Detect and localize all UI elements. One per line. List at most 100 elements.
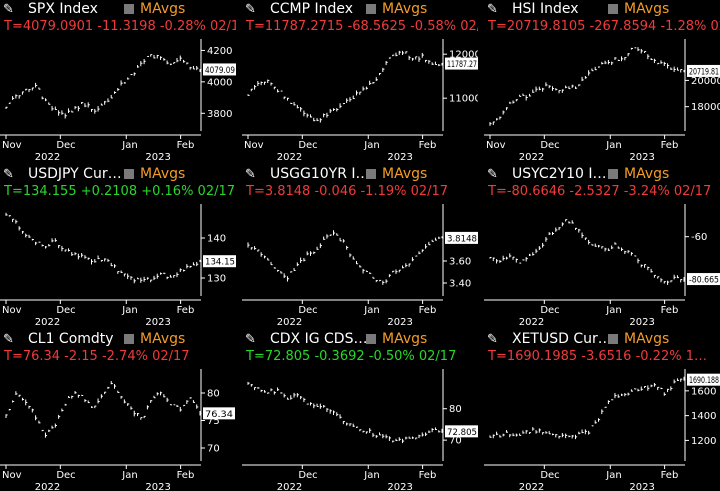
price-chart[interactable]: 140 130 Nov Dec Jan Feb 2022 2023 134.15	[0, 202, 236, 326]
pencil-icon[interactable]: ✎	[3, 332, 14, 347]
mavgs-label[interactable]: MAvgs	[382, 166, 428, 182]
year-label: 2023	[387, 482, 412, 491]
chart-panel[interactable]: ✎ HSI Index MAvgs T=20719.8105 -267.8594 -1…	[484, 0, 720, 161]
mavgs-toggle-icon[interactable]	[608, 334, 618, 344]
pencil-icon[interactable]: ✎	[3, 167, 14, 182]
pencil-icon[interactable]: ✎	[487, 167, 498, 182]
x-tick-label: Dec	[298, 140, 317, 151]
x-tick-label: Nov	[486, 140, 506, 151]
x-tick-label: Dec	[56, 470, 75, 481]
security-title[interactable]: XETUSD Cur…	[512, 331, 612, 347]
security-title[interactable]: CDX IG CDS…	[270, 331, 368, 347]
pencil-icon[interactable]: ✎	[245, 2, 256, 17]
last-price-box	[687, 64, 720, 77]
x-tick-label: Feb	[177, 470, 195, 481]
mavgs-toggle-icon[interactable]	[366, 334, 376, 344]
security-title[interactable]: CCMP Index	[270, 1, 354, 17]
mavgs-toggle-icon[interactable]	[124, 4, 134, 14]
price-chart[interactable]: 80 75 70 Nov Dec Jan Feb 2022 2023 76.34	[0, 367, 236, 491]
last-price-box	[445, 425, 478, 438]
price-chart[interactable]: 80 70 Dec Jan Feb 2022 2023 72.805	[242, 367, 478, 491]
mavgs-toggle-icon[interactable]	[366, 4, 376, 14]
x-tick-label: Feb	[419, 470, 437, 481]
x-tick-label: Feb	[419, 140, 437, 151]
last-price-label: 3.8148	[447, 234, 477, 244]
year-label: 2023	[145, 482, 170, 491]
mavgs-toggle-icon[interactable]	[124, 169, 134, 179]
x-tick-label: Jan	[363, 470, 379, 481]
price-series	[489, 47, 686, 126]
price-series	[247, 381, 444, 444]
pencil-icon[interactable]: ✎	[245, 332, 256, 347]
y-tick-label: 12000	[449, 50, 478, 61]
price-quote: T=11787.2715 -68.5625 -0.58% 02/17	[246, 19, 478, 34]
chart-panel[interactable]: ✎ SPX Index MAvgs T=4079.0901 -11.3198 -0.2…	[0, 0, 236, 161]
mavgs-label[interactable]: MAvgs	[624, 1, 670, 17]
chart-panel[interactable]: ✎ CL1 Comdty MAvgs T=76.34 -2.15 -2.74% 02/…	[0, 330, 236, 491]
mavgs-toggle-icon[interactable]	[366, 169, 376, 179]
x-tick-label: Jan	[605, 140, 621, 151]
chart-panel[interactable]: ✎ USYC2Y10 I… MAvgs T=-80.6646 -2.5327 -3.2…	[484, 165, 720, 326]
pencil-icon[interactable]: ✎	[487, 2, 498, 17]
panel-header: ✎ XETUSD Cur… MAvgs	[484, 330, 720, 350]
security-title[interactable]: CL1 Comdty	[28, 331, 114, 347]
mavgs-label[interactable]: MAvgs	[382, 1, 428, 17]
mavgs-label[interactable]: MAvgs	[382, 331, 428, 347]
last-price-box	[203, 255, 236, 268]
y-tick-label: 3.60	[449, 257, 471, 268]
y-tick-label: 70	[207, 444, 220, 455]
price-chart[interactable]: 3.60 3.40 Dec Jan Feb 2022 2023 3.8148	[242, 202, 478, 326]
panel-header: ✎ USYC2Y10 I… MAvgs	[484, 165, 720, 185]
mavgs-toggle-icon[interactable]	[608, 4, 618, 14]
price-quote: T=1690.1985 -3.6516 -0.22% 1…	[488, 349, 707, 364]
panel-header: ✎ HSI Index MAvgs	[484, 0, 720, 20]
last-price-label: 1690.188	[689, 376, 719, 386]
price-chart[interactable]: -60 Dec Jan Feb 2022 2023 -80.665	[484, 202, 720, 326]
mavgs-label[interactable]: MAvgs	[140, 1, 186, 17]
last-price-label: 76.34	[205, 410, 233, 420]
mavgs-toggle-icon[interactable]	[124, 334, 134, 344]
price-chart[interactable]: 1600 1400 1200 Dec Jan Feb 2022 2023 1690.188	[484, 367, 720, 491]
year-label: 2022	[35, 317, 60, 326]
y-tick-label: 4000	[207, 77, 232, 88]
chart-panel[interactable]: ✎ CCMP Index MAvgs T=11787.2715 -68.5625 -0…	[242, 0, 478, 161]
chart-panel[interactable]: ✎ XETUSD Cur… MAvgs T=1690.1985 -3.6516 -0.…	[484, 330, 720, 491]
y-tick-label: 3800	[207, 109, 232, 120]
y-tick-label: 130	[207, 274, 226, 285]
y-tick-label: 20000	[691, 76, 720, 87]
security-title[interactable]: HSI Index	[512, 1, 579, 17]
year-label: 2022	[519, 317, 544, 326]
x-tick-label: Feb	[177, 305, 195, 316]
pencil-icon[interactable]: ✎	[487, 332, 498, 347]
price-quote: T=20719.8105 -267.8594 -1.28% 02/17	[488, 19, 720, 34]
chart-panel[interactable]: ✎ USGG10YR I… MAvgs T=3.8148 -0.046 -1.19% …	[242, 165, 478, 326]
price-chart[interactable]: 4200 4000 3800 Nov Dec Jan Feb 2022 2023 4079.09	[0, 37, 236, 161]
panel-header: ✎ CDX IG CDS… MAvgs	[242, 330, 478, 350]
y-tick-label: 80	[207, 389, 220, 400]
chart-panel[interactable]: ✎ USDJPY Cur… MAvgs T=134.155 +0.2108 +0.16…	[0, 165, 236, 326]
mavgs-label[interactable]: MAvgs	[140, 166, 186, 182]
security-title[interactable]: SPX Index	[28, 1, 98, 17]
chart-panel[interactable]: ✎ CDX IG CDS… MAvgs T=72.805 -0.3692 -0.50%…	[242, 330, 478, 491]
security-title[interactable]: USYC2Y10 I…	[512, 166, 607, 182]
security-title[interactable]: USDJPY Cur…	[28, 166, 122, 182]
pencil-icon[interactable]: ✎	[3, 2, 14, 17]
mavgs-label[interactable]: MAvgs	[140, 331, 186, 347]
price-series	[489, 376, 686, 440]
mavgs-toggle-icon[interactable]	[608, 169, 618, 179]
x-tick-label: Feb	[661, 305, 679, 316]
price-quote: T=76.34 -2.15 -2.74% 02/17	[4, 349, 190, 364]
mavgs-label[interactable]: MAvgs	[624, 166, 670, 182]
x-tick-label: Feb	[661, 470, 679, 481]
price-chart[interactable]: 12000 11000 Nov Dec Jan Feb 2022 2023 11787.27	[242, 37, 478, 161]
mavgs-label[interactable]: MAvgs	[624, 331, 670, 347]
security-title[interactable]: USGG10YR I…	[270, 166, 370, 182]
price-chart[interactable]: 20000 18000 Nov Dec Jan Feb 2022 2023 20719.81	[484, 37, 720, 161]
x-tick-label: Dec	[540, 305, 559, 316]
price-series	[5, 380, 202, 438]
year-label: 2022	[277, 152, 302, 161]
pencil-icon[interactable]: ✎	[245, 167, 256, 182]
price-series	[247, 50, 444, 123]
price-series	[247, 230, 444, 285]
x-tick-label: Nov	[2, 305, 22, 316]
